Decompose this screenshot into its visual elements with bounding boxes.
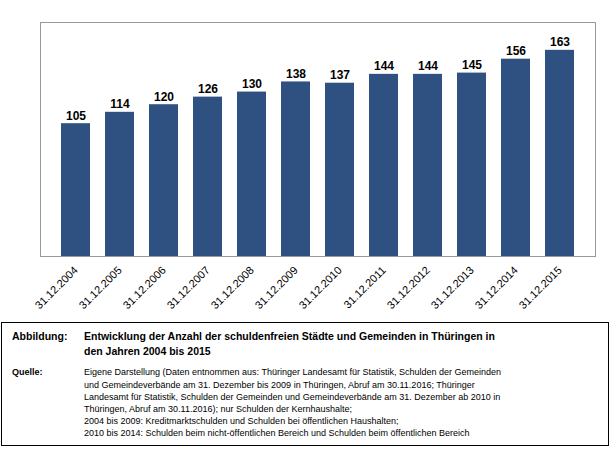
svg-text:31.12.2006: 31.12.2006 <box>120 264 167 311</box>
svg-text:31.12.2009: 31.12.2009 <box>252 264 299 311</box>
html-text:Quelle:: Quelle: <box>12 367 43 378</box>
svg-text:105: 105 <box>66 109 86 123</box>
svg-text:31.12.2014: 31.12.2014 <box>472 264 519 311</box>
html-text:Thüringen, Abruf am 30.11.2016: Thüringen, Abruf am 30.11.2016); nur Sch… <box>84 403 352 414</box>
svg-text:31.12.2005: 31.12.2005 <box>76 264 123 311</box>
html-text:Eigene Darstellung (Daten entn: Eigene Darstellung (Daten entnommen aus:… <box>84 367 502 378</box>
svg-text:126: 126 <box>198 82 218 96</box>
svg-text:31.12.2011: 31.12.2011 <box>341 264 388 311</box>
html-text:den Jahren 2004 bis 2015: den Jahren 2004 bis 2015 <box>84 344 211 357</box>
svg-text:31.12.2004: 31.12.2004 <box>32 264 79 311</box>
svg-text:145: 145 <box>462 58 482 72</box>
svg-text:114: 114 <box>110 97 130 111</box>
svg-text:144: 144 <box>418 59 438 73</box>
svg-text:31.12.2013: 31.12.2013 <box>428 264 475 311</box>
html-text:Landesamt für Statistik, Schul: Landesamt für Statistik, Schulden der Ge… <box>84 391 501 402</box>
svg-text:130: 130 <box>242 77 262 91</box>
html-text:und Gemeindeverbände am 31. De: und Gemeindeverbände am 31. Dezember bis… <box>84 379 475 390</box>
html-text:2010 bis 2014: Schulden beim n: 2010 bis 2014: Schulden beim nicht-öffen… <box>84 428 470 439</box>
svg-text:31.12.2010: 31.12.2010 <box>296 264 343 311</box>
svg-text:137: 137 <box>330 68 350 82</box>
svg-text:31.12.2015: 31.12.2015 <box>516 264 563 311</box>
svg-text:31.12.2012: 31.12.2012 <box>384 264 431 311</box>
html-text:2004 bis 2009: Kreditmarktschu: 2004 bis 2009: Kreditmarktschulden und S… <box>84 415 399 426</box>
html-text:Entwicklung der Anzahl der sch: Entwicklung der Anzahl der schuldenfreie… <box>84 330 495 342</box>
svg-text:163: 163 <box>550 35 570 49</box>
svg-text:138: 138 <box>286 67 306 81</box>
svg-text:120: 120 <box>154 90 174 104</box>
svg-text:156: 156 <box>506 44 526 58</box>
svg-text:31.12.2007: 31.12.2007 <box>164 264 211 311</box>
svg-text:144: 144 <box>374 59 394 73</box>
svg-text:31.12.2008: 31.12.2008 <box>208 264 255 311</box>
html-text:Abbildung:: Abbildung: <box>12 330 68 342</box>
